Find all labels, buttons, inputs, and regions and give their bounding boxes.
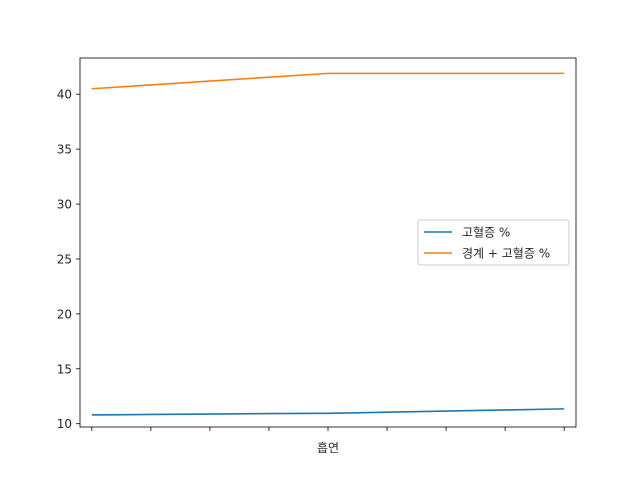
y-axis: 10 15 20 25 30 35 40 bbox=[57, 88, 80, 431]
y-tick-label: 40 bbox=[57, 88, 72, 102]
legend-box bbox=[417, 219, 570, 266]
series-layer bbox=[91, 72, 565, 416]
y-tick-label: 25 bbox=[57, 252, 72, 266]
x-axis bbox=[91, 427, 565, 431]
series-line-1 bbox=[91, 408, 565, 416]
x-axis-label: 흡연 bbox=[317, 441, 339, 455]
y-tick-label: 20 bbox=[57, 307, 72, 321]
legend-label-2: 경계 + 고혈증 % bbox=[462, 247, 550, 261]
y-tick-label: 35 bbox=[57, 143, 72, 157]
legend: 고혈증 % 경계 + 고혈증 % bbox=[417, 219, 570, 266]
y-tick-label: 10 bbox=[57, 417, 72, 431]
y-tick-label: 30 bbox=[57, 198, 72, 212]
series-line-2 bbox=[91, 72, 565, 90]
legend-label-1: 고혈증 % bbox=[462, 226, 510, 240]
y-tick-label: 15 bbox=[57, 362, 72, 376]
